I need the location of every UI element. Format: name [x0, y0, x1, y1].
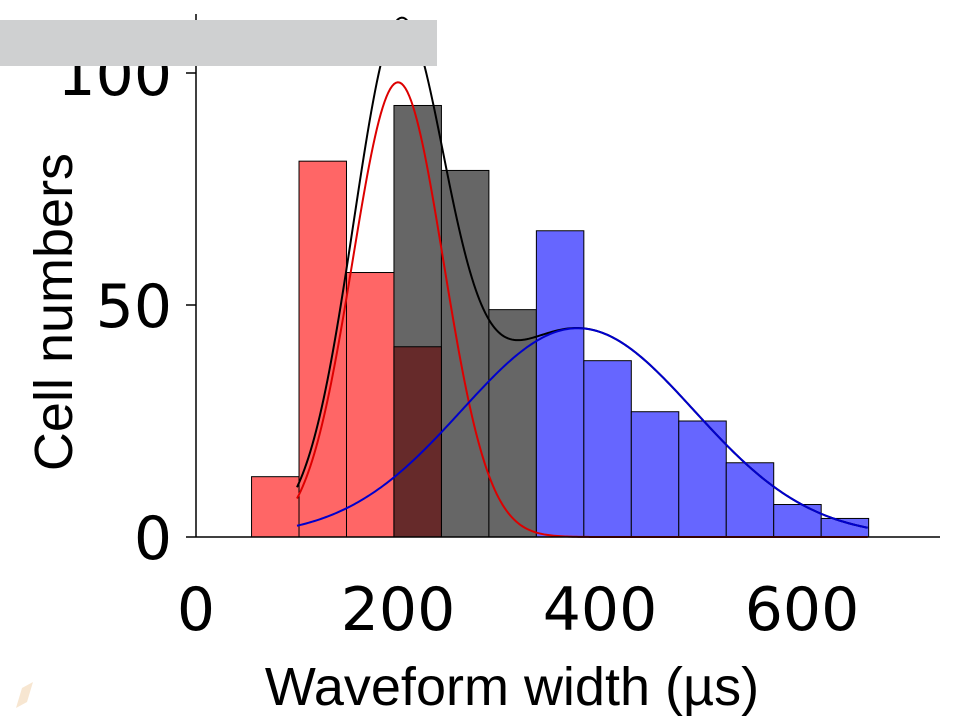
- bar-blue-5: [773, 504, 822, 538]
- y-tick-label-0: 0: [134, 504, 172, 574]
- bar-gray-1: [440, 169, 490, 538]
- x-tick-label-0: 0: [177, 575, 215, 645]
- bar-red-0: [251, 476, 300, 538]
- x-tick-label-1: 200: [341, 575, 456, 645]
- axes: [195, 14, 940, 538]
- x-axis-title: Waveform width (µs): [265, 657, 759, 717]
- x-tick-label-2: 400: [543, 575, 658, 645]
- fit-curve-blue_fit: [296, 327, 868, 529]
- bar-overlap-0: [393, 346, 442, 538]
- histogram-bars: [251, 104, 870, 538]
- bar-blue-0: [535, 230, 585, 538]
- bar-blue-2: [630, 411, 680, 538]
- bar-blue-3: [678, 420, 727, 538]
- y-tick-label-1: 50: [96, 272, 172, 342]
- bar-red-2: [345, 272, 395, 538]
- bar-gray-2: [488, 309, 537, 538]
- y-axis-title: Cell numbers: [24, 153, 84, 471]
- x-tick-label-3: 600: [745, 575, 860, 645]
- watermark-mark: [16, 682, 33, 708]
- occluding-overlay: [0, 20, 437, 66]
- bar-blue-4: [725, 462, 775, 538]
- bar-blue-1: [583, 360, 632, 538]
